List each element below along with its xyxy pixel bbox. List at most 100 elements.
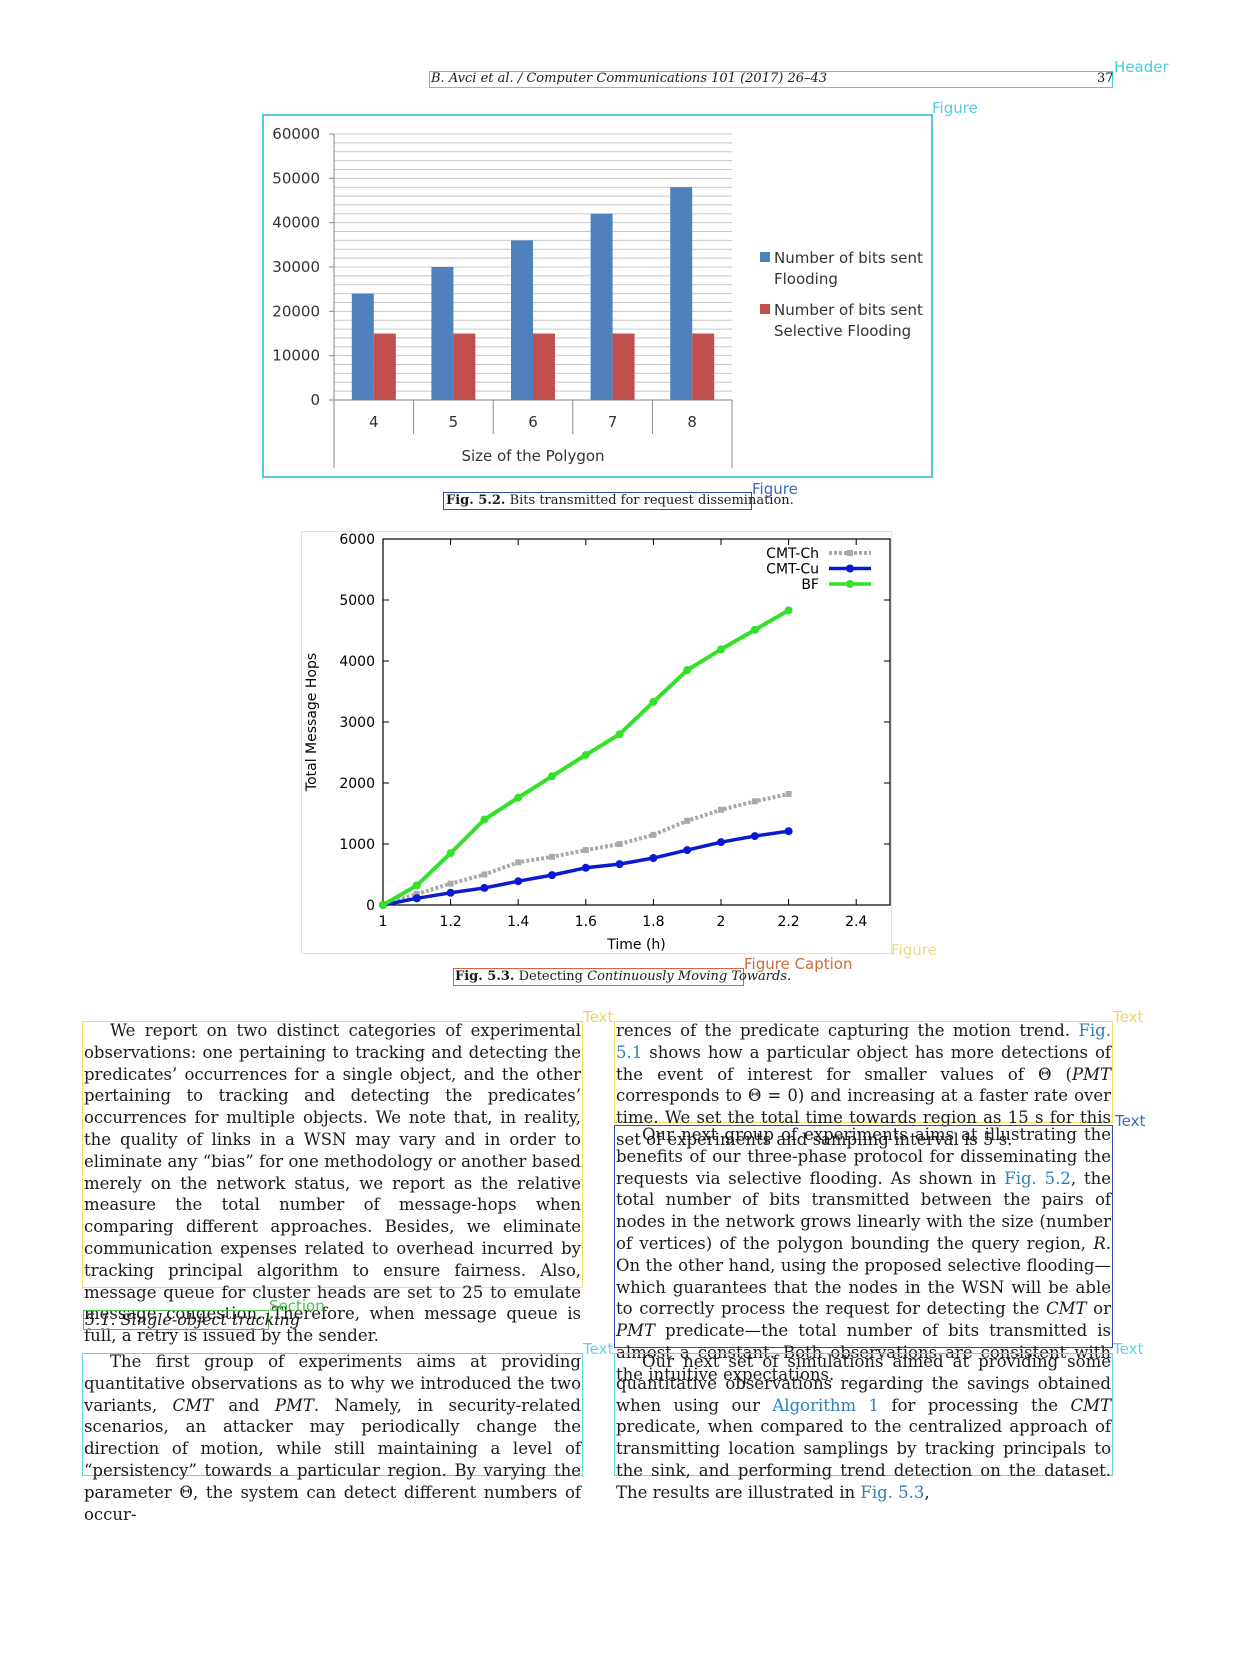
y-tick-label: 1000: [339, 837, 375, 853]
data-point: [683, 846, 692, 855]
pmt-term: PMT: [274, 1395, 314, 1415]
right-para2-s3: . On the other hand, using the proposed …: [616, 1233, 1111, 1319]
left-para2-s3: . Namely, in security-related scenarios,…: [84, 1395, 581, 1524]
y-tick-label: 50000: [272, 169, 320, 187]
right-para3-s2: for processing the: [879, 1395, 1071, 1415]
legend-label: Number of bits sent: [774, 301, 923, 319]
bar: [612, 333, 635, 400]
bar: [511, 240, 533, 400]
header-region-tag: Header: [1114, 58, 1169, 76]
fig-5-2-link[interactable]: Fig. 5.2: [1004, 1168, 1071, 1188]
legend-marker: [847, 550, 853, 556]
algorithm-1-link[interactable]: Algorithm 1: [772, 1395, 880, 1415]
y-axis-label: Total Message Hops: [304, 653, 320, 792]
figure2-region-tag: Figure: [891, 941, 937, 959]
x-axis-label: Size of the Polygon: [461, 447, 604, 465]
data-point: [750, 832, 759, 841]
data-point: [581, 863, 590, 872]
bar: [692, 333, 715, 400]
bar: [431, 267, 454, 400]
figure1-caption-tag: Figure: [752, 480, 798, 498]
left-para1-tag: Text: [583, 1008, 614, 1026]
pmt-term: PMT: [616, 1321, 656, 1341]
region-symbol: R: [1093, 1233, 1106, 1253]
x-tick-label: 1.8: [642, 914, 664, 930]
legend-label: Number of bits sent: [774, 249, 923, 267]
x-tick-label: 1.6: [575, 914, 597, 930]
data-point: [684, 817, 691, 824]
x-tick-label: 2: [717, 914, 726, 930]
data-point: [717, 645, 725, 654]
data-point: [447, 880, 454, 887]
data-point: [413, 891, 420, 898]
data-point: [616, 841, 623, 847]
figure1-region-tag: Figure: [932, 99, 978, 117]
right-para2-s4: or: [1086, 1299, 1111, 1319]
y-tick-label: 4000: [339, 654, 375, 670]
bar: [453, 333, 476, 400]
legend-label: CMT-Ch: [766, 546, 819, 562]
header-region-box: [429, 71, 1113, 88]
legend-swatch: [760, 304, 770, 314]
x-tick-label: 1.4: [507, 914, 529, 930]
left-para1-text: We report on two distinct categories of …: [84, 1021, 581, 1346]
pmt-term: PMT: [1071, 1064, 1111, 1084]
y-tick-label: 20000: [272, 302, 320, 320]
data-point: [446, 888, 455, 897]
x-axis-label: Time (h): [606, 937, 666, 953]
x-tick-label: 1: [379, 914, 388, 930]
left-para2: The first group of experiments aims at p…: [84, 1351, 581, 1525]
figure1-caption: Fig. 5.2. Bits transmitted for request d…: [446, 493, 794, 508]
figure2-caption-box: [453, 968, 744, 986]
right-para3: Our next set of simulations aimed at pro…: [616, 1351, 1111, 1504]
y-tick-label: 0: [310, 391, 320, 409]
x-tick-label: 6: [528, 413, 538, 431]
right-para2-s1: Our next group of experiments aims at il…: [616, 1125, 1111, 1188]
cmt-term: CMT: [1070, 1395, 1111, 1415]
left-para2-s1: The first group of experiments aims at p…: [84, 1352, 581, 1415]
legend-marker: [846, 580, 854, 588]
legend-label: Flooding: [774, 270, 838, 288]
data-point: [515, 859, 522, 866]
section-heading: 5.1. Single-object tracking: [85, 1310, 300, 1329]
section-heading-tag: Section: [269, 1297, 325, 1315]
data-point: [784, 606, 793, 615]
data-point: [581, 750, 590, 759]
plot-frame: [382, 538, 891, 906]
fig-5-1-link[interactable]: Fig. 5.1: [616, 1021, 1111, 1062]
y-tick-label: 40000: [272, 214, 320, 232]
right-para1-s1: rences of the predicate capturing the mo…: [616, 1021, 1079, 1040]
figure1-caption-box: [443, 492, 752, 510]
x-tick-label: 5: [449, 413, 459, 431]
x-tick-label: 1.2: [439, 914, 461, 930]
right-para2-box: [614, 1125, 1113, 1348]
data-point: [412, 881, 421, 890]
x-tick-label: 2.2: [777, 914, 799, 930]
bar: [351, 293, 374, 400]
right-para3-s1: Our next set of simulations aimed at pro…: [616, 1352, 1111, 1415]
data-point: [446, 849, 455, 858]
page-number: 37: [1097, 71, 1114, 86]
data-point: [480, 815, 489, 824]
right-para3-s4: ,: [924, 1482, 930, 1502]
figure2-caption-tag: Figure Caption: [744, 955, 853, 973]
data-point: [548, 772, 556, 781]
data-point: [615, 860, 624, 869]
figure2-caption-text: Detecting: [518, 969, 588, 984]
fig-5-3-link[interactable]: Fig. 5.3: [860, 1482, 925, 1502]
section-heading-box: [83, 1310, 269, 1330]
data-point: [615, 730, 624, 739]
legend-label: CMT-Cu: [766, 562, 819, 578]
bar: [590, 213, 613, 400]
data-point: [785, 790, 792, 797]
data-point: [649, 697, 658, 706]
right-para2-tag: Text: [1115, 1112, 1146, 1130]
y-tick-label: 30000: [272, 258, 320, 276]
data-point: [379, 901, 387, 909]
data-point: [717, 838, 725, 847]
left-para1: We report on two distinct categories of …: [84, 1020, 581, 1347]
x-tick-label: 2.4: [845, 914, 867, 930]
y-tick-label: 3000: [339, 715, 375, 731]
data-point: [412, 894, 421, 903]
left-para2-box: [82, 1353, 583, 1476]
